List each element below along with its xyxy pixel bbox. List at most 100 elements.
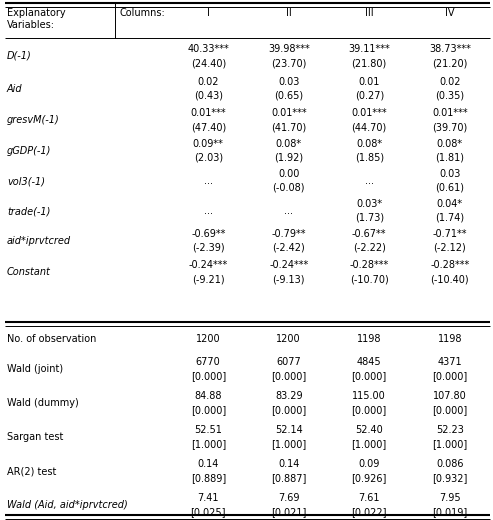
Text: [0.926]: [0.926] (352, 473, 387, 483)
Text: 7.69: 7.69 (278, 493, 300, 503)
Text: 0.03*: 0.03* (356, 199, 382, 209)
Text: 0.08*: 0.08* (356, 139, 382, 149)
Text: IV: IV (445, 8, 455, 18)
Text: 39.11***: 39.11*** (349, 44, 390, 54)
Text: 0.01***: 0.01*** (271, 108, 307, 118)
Text: 0.09: 0.09 (358, 459, 380, 469)
Text: 107.80: 107.80 (433, 391, 467, 401)
Text: 0.08*: 0.08* (276, 139, 302, 149)
Text: (47.40): (47.40) (191, 122, 226, 132)
Text: Explanatory
Variables:: Explanatory Variables: (7, 8, 66, 30)
Text: [0.000]: [0.000] (191, 371, 226, 381)
Text: [0.021]: [0.021] (271, 507, 307, 517)
Text: D(-1): D(-1) (7, 51, 32, 61)
Text: ...: ... (365, 176, 374, 186)
Text: (21.80): (21.80) (352, 58, 387, 68)
Text: -0.28***: -0.28*** (350, 260, 389, 270)
Text: 0.01***: 0.01*** (432, 108, 467, 118)
Text: Wald (dummy): Wald (dummy) (7, 398, 79, 408)
Text: (-2.42): (-2.42) (272, 243, 305, 253)
Text: 7.61: 7.61 (358, 493, 380, 503)
Text: 1198: 1198 (357, 334, 382, 344)
Text: (24.40): (24.40) (191, 58, 226, 68)
Text: No. of observation: No. of observation (7, 334, 96, 344)
Text: vol3(-1): vol3(-1) (7, 176, 45, 186)
Text: Columns:: Columns: (120, 8, 166, 18)
Text: 84.88: 84.88 (195, 391, 222, 401)
Text: (0.35): (0.35) (435, 91, 464, 101)
Text: 7.95: 7.95 (439, 493, 460, 503)
Text: 0.02: 0.02 (198, 77, 219, 87)
Text: 52.14: 52.14 (275, 425, 303, 435)
Text: 83.29: 83.29 (275, 391, 303, 401)
Text: 115.00: 115.00 (352, 391, 386, 401)
Text: -0.79**: -0.79** (272, 229, 306, 239)
Text: 38.73***: 38.73*** (429, 44, 471, 54)
Text: I: I (207, 8, 210, 18)
Text: ...: ... (204, 206, 213, 216)
Text: [0.000]: [0.000] (432, 405, 467, 415)
Text: [0.889]: [0.889] (191, 473, 226, 483)
Text: 0.01***: 0.01*** (190, 108, 226, 118)
Text: ...: ... (284, 206, 293, 216)
Text: (-9.13): (-9.13) (273, 274, 305, 284)
Text: (2.03): (2.03) (194, 153, 223, 163)
Text: [0.000]: [0.000] (352, 371, 387, 381)
Text: [1.000]: [1.000] (191, 439, 226, 449)
Text: -0.67**: -0.67** (352, 229, 387, 239)
Text: [0.000]: [0.000] (191, 405, 226, 415)
Text: [0.000]: [0.000] (352, 405, 387, 415)
Text: III: III (365, 8, 374, 18)
Text: (44.70): (44.70) (352, 122, 387, 132)
Text: 1198: 1198 (437, 334, 462, 344)
Text: 0.09**: 0.09** (193, 139, 224, 149)
Text: (21.20): (21.20) (432, 58, 467, 68)
Text: (41.70): (41.70) (271, 122, 306, 132)
Text: 52.51: 52.51 (194, 425, 222, 435)
Text: ...: ... (204, 176, 213, 186)
Text: 6770: 6770 (196, 357, 221, 367)
Text: Wald (Aid, aid*iprvtcred): Wald (Aid, aid*iprvtcred) (7, 500, 128, 510)
Text: Wald (joint): Wald (joint) (7, 364, 63, 374)
Text: (39.70): (39.70) (432, 122, 467, 132)
Text: -0.69**: -0.69** (191, 229, 225, 239)
Text: 4371: 4371 (437, 357, 462, 367)
Text: (-10.70): (-10.70) (350, 274, 388, 284)
Text: 0.08*: 0.08* (437, 139, 463, 149)
Text: (0.65): (0.65) (274, 91, 303, 101)
Text: (-2.39): (-2.39) (192, 243, 225, 253)
Text: [0.932]: [0.932] (432, 473, 467, 483)
Text: [0.000]: [0.000] (271, 371, 306, 381)
Text: 0.14: 0.14 (278, 459, 299, 469)
Text: (1.81): (1.81) (435, 153, 464, 163)
Text: 4845: 4845 (357, 357, 382, 367)
Text: (-9.21): (-9.21) (192, 274, 225, 284)
Text: 52.23: 52.23 (436, 425, 464, 435)
Text: Constant: Constant (7, 267, 51, 277)
Text: (-2.12): (-2.12) (433, 243, 466, 253)
Text: 6077: 6077 (277, 357, 301, 367)
Text: (1.73): (1.73) (354, 213, 384, 223)
Text: [0.000]: [0.000] (432, 371, 467, 381)
Text: [0.025]: [0.025] (190, 507, 226, 517)
Text: [1.000]: [1.000] (352, 439, 387, 449)
Text: 0.03: 0.03 (278, 77, 299, 87)
Text: 0.14: 0.14 (198, 459, 219, 469)
Text: (-10.40): (-10.40) (430, 274, 469, 284)
Text: -0.24***: -0.24*** (269, 260, 309, 270)
Text: II: II (286, 8, 292, 18)
Text: [1.000]: [1.000] (432, 439, 467, 449)
Text: 39.98***: 39.98*** (268, 44, 310, 54)
Text: Aid: Aid (7, 84, 23, 94)
Text: (-2.22): (-2.22) (353, 243, 386, 253)
Text: 52.40: 52.40 (355, 425, 383, 435)
Text: 1200: 1200 (196, 334, 220, 344)
Text: 0.00: 0.00 (278, 169, 299, 179)
Text: [0.887]: [0.887] (271, 473, 307, 483)
Text: (1.74): (1.74) (435, 213, 464, 223)
Text: (23.70): (23.70) (271, 58, 307, 68)
Text: (0.61): (0.61) (435, 183, 464, 193)
Text: 0.03: 0.03 (439, 169, 460, 179)
Text: 1200: 1200 (277, 334, 301, 344)
Text: aid*iprvtcred: aid*iprvtcred (7, 236, 71, 246)
